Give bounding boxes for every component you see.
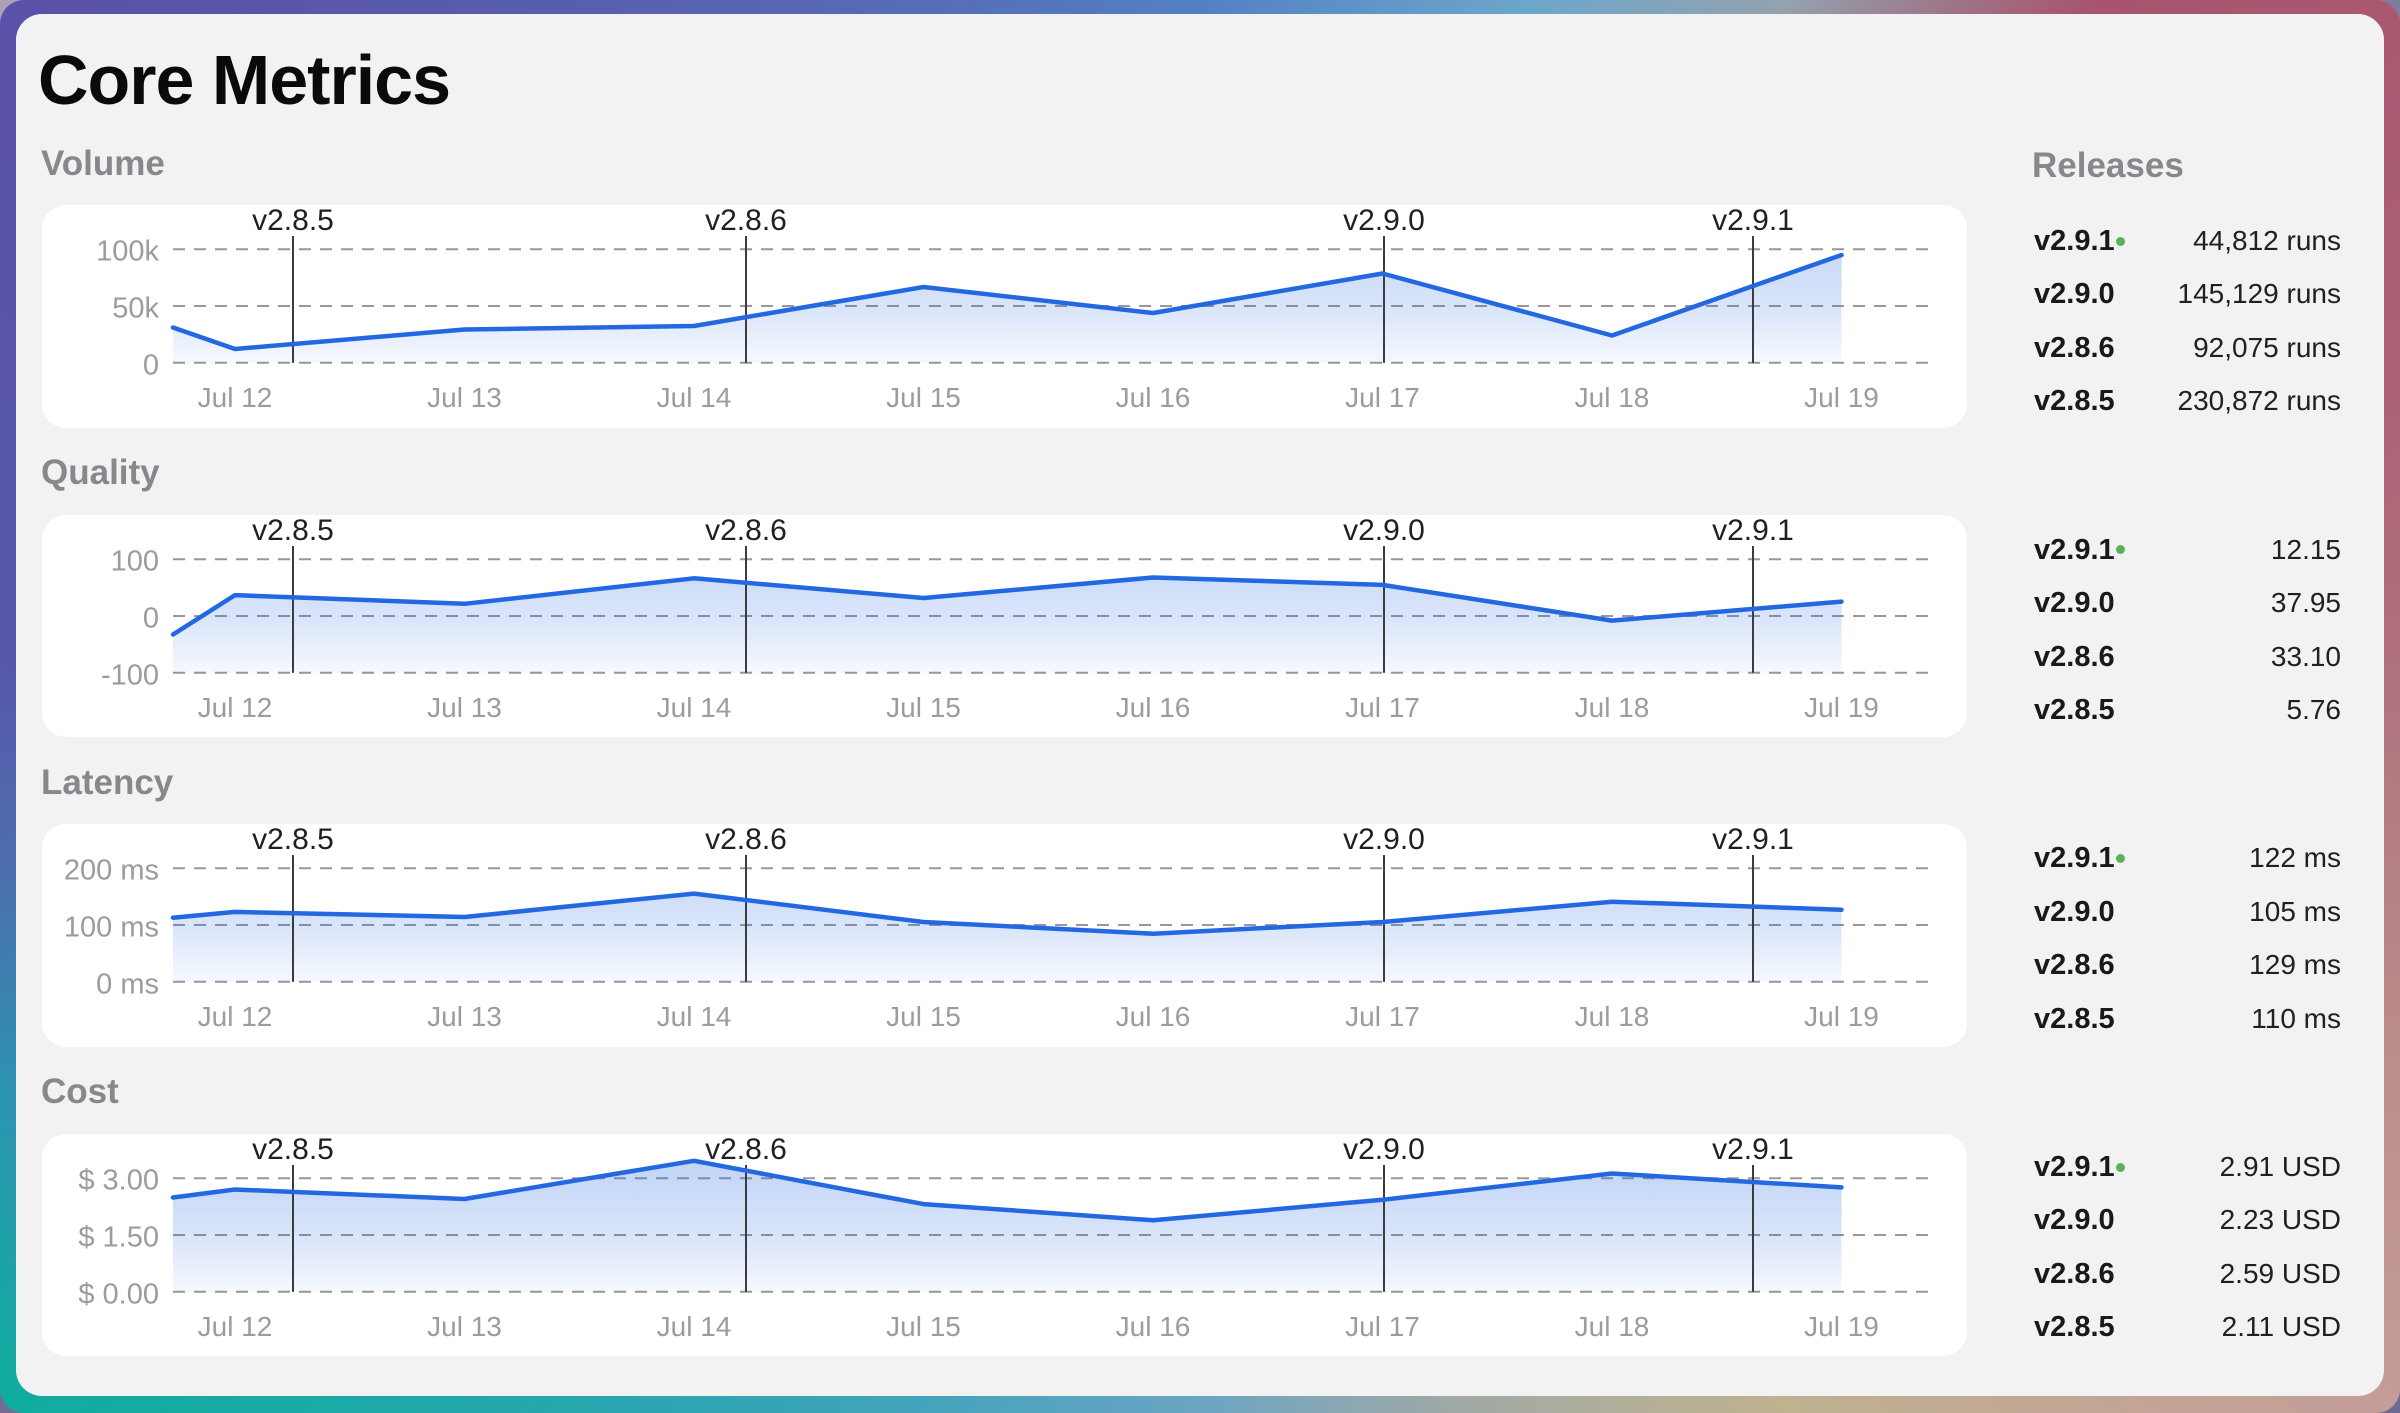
svg-text:Jul 13: Jul 13 <box>427 691 502 722</box>
svg-text:-100: -100 <box>101 659 159 691</box>
svg-text:v2.9.1: v2.9.1 <box>1712 515 1794 547</box>
svg-text:100 ms: 100 ms <box>64 912 159 944</box>
svg-text:Jul 13: Jul 13 <box>427 382 502 413</box>
svg-text:Jul 17: Jul 17 <box>1345 1310 1420 1341</box>
svg-text:v2.8.5: v2.8.5 <box>252 1134 334 1166</box>
svg-text:Jul 14: Jul 14 <box>657 691 732 722</box>
svg-text:0 ms: 0 ms <box>96 968 159 1000</box>
svg-text:$ 0.00: $ 0.00 <box>78 1278 159 1310</box>
svg-text:v2.8.5: v2.8.5 <box>252 205 334 237</box>
svg-text:Jul 12: Jul 12 <box>198 1001 273 1032</box>
svg-text:Jul 14: Jul 14 <box>657 1001 732 1032</box>
svg-text:Jul 19: Jul 19 <box>1804 1001 1879 1032</box>
svg-text:100: 100 <box>111 545 159 577</box>
svg-text:Jul 18: Jul 18 <box>1575 1310 1650 1341</box>
svg-text:Jul 15: Jul 15 <box>886 691 961 722</box>
svg-text:v2.8.5: v2.8.5 <box>252 824 334 856</box>
svg-text:Jul 12: Jul 12 <box>198 382 273 413</box>
svg-text:v2.9.0: v2.9.0 <box>1343 824 1425 856</box>
svg-text:Jul 19: Jul 19 <box>1804 1310 1879 1341</box>
svg-text:0: 0 <box>143 349 159 381</box>
svg-text:Jul 13: Jul 13 <box>427 1001 502 1032</box>
svg-text:0: 0 <box>143 602 159 634</box>
svg-text:Jul 13: Jul 13 <box>427 1310 502 1341</box>
svg-text:Jul 12: Jul 12 <box>198 691 273 722</box>
svg-text:Jul 16: Jul 16 <box>1116 1310 1191 1341</box>
svg-text:v2.9.1: v2.9.1 <box>1712 824 1794 856</box>
svg-text:$ 3.00: $ 3.00 <box>78 1164 159 1196</box>
svg-text:Jul 14: Jul 14 <box>657 382 732 413</box>
svg-text:v2.8.6: v2.8.6 <box>705 824 787 856</box>
svg-text:v2.9.1: v2.9.1 <box>1712 205 1794 237</box>
svg-text:v2.8.5: v2.8.5 <box>252 515 334 547</box>
svg-text:v2.8.6: v2.8.6 <box>705 515 787 547</box>
svg-text:Jul 15: Jul 15 <box>886 1310 961 1341</box>
svg-text:v2.9.1: v2.9.1 <box>1712 1134 1794 1166</box>
svg-text:Jul 14: Jul 14 <box>657 1310 732 1341</box>
svg-text:v2.8.6: v2.8.6 <box>705 205 787 237</box>
svg-text:Jul 15: Jul 15 <box>886 1001 961 1032</box>
svg-text:v2.8.6: v2.8.6 <box>705 1134 787 1166</box>
svg-text:Jul 19: Jul 19 <box>1804 691 1879 722</box>
svg-text:Jul 19: Jul 19 <box>1804 382 1879 413</box>
svg-text:v2.9.0: v2.9.0 <box>1343 205 1425 237</box>
svg-text:v2.9.0: v2.9.0 <box>1343 1134 1425 1166</box>
svg-text:Jul 17: Jul 17 <box>1345 1001 1420 1032</box>
svg-text:Jul 12: Jul 12 <box>198 1310 273 1341</box>
svg-text:Jul 16: Jul 16 <box>1116 382 1191 413</box>
svg-text:Jul 18: Jul 18 <box>1575 1001 1650 1032</box>
svg-text:Jul 17: Jul 17 <box>1345 691 1420 722</box>
svg-text:Jul 18: Jul 18 <box>1575 691 1650 722</box>
svg-text:Jul 15: Jul 15 <box>886 382 961 413</box>
svg-text:Jul 17: Jul 17 <box>1345 382 1420 413</box>
svg-text:100k: 100k <box>96 236 159 268</box>
svg-text:Jul 16: Jul 16 <box>1116 691 1191 722</box>
svg-text:50k: 50k <box>112 293 159 325</box>
svg-text:$ 1.50: $ 1.50 <box>78 1221 159 1253</box>
svg-text:200 ms: 200 ms <box>64 855 159 887</box>
svg-text:Jul 18: Jul 18 <box>1575 382 1650 413</box>
svg-text:Jul 16: Jul 16 <box>1116 1001 1191 1032</box>
svg-text:v2.9.0: v2.9.0 <box>1343 515 1425 547</box>
